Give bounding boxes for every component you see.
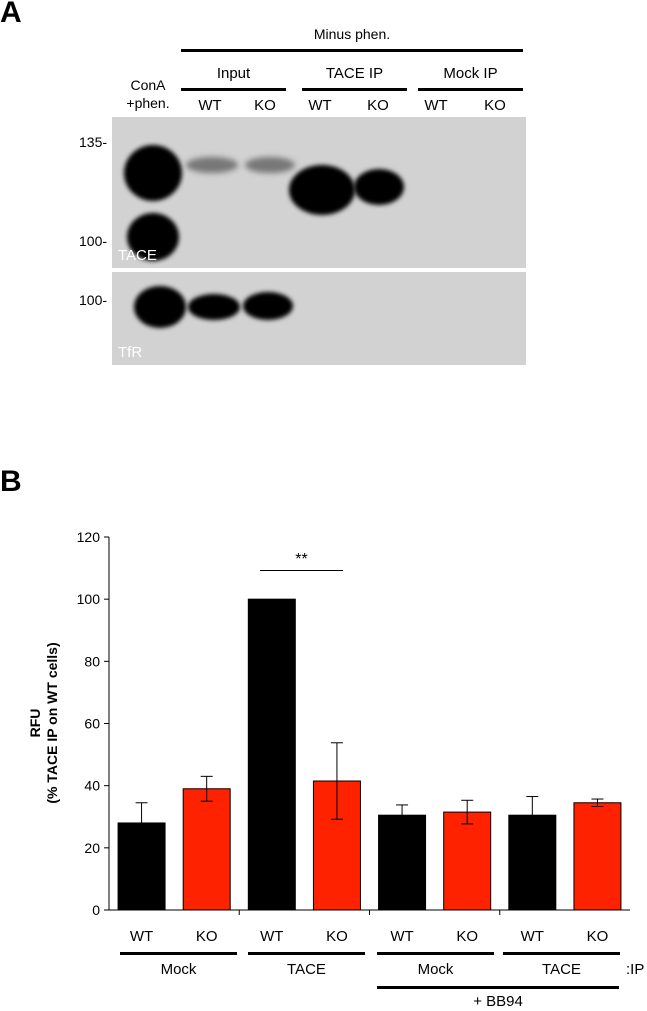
significance-line (260, 570, 343, 571)
band-tfr-input-ko (243, 292, 293, 320)
mw-marker-100-tfr: 100- (79, 292, 108, 308)
ip-suffix-label: :IP (626, 961, 645, 978)
group-line-mock-bb94 (377, 952, 494, 955)
lane-label: KO (254, 97, 276, 114)
group-tace-ip-line (302, 88, 407, 91)
band-input-wt (186, 157, 238, 173)
bar (573, 802, 622, 911)
band-input-ko (245, 157, 295, 173)
conA-label-line1: ConA (130, 77, 166, 93)
lane-label: KO (367, 97, 389, 114)
category-label: WT (130, 928, 153, 945)
category-label: WT (260, 928, 283, 945)
group-input-label: Input (216, 65, 251, 82)
panel-a-letter: A (0, 0, 22, 29)
bar (443, 811, 492, 911)
y-tick-label: 80 (84, 653, 100, 669)
band-conA-lower (127, 213, 179, 261)
category-label: KO (587, 928, 609, 945)
conA-label-line2: +phen. (126, 95, 170, 111)
group-tace-ip-label: TACE IP (325, 65, 384, 82)
tace-blot: TACE (112, 117, 526, 268)
band-tace-ip-ko (354, 169, 404, 205)
y-axis-label-line1: RFU (27, 708, 43, 738)
group-input-line (181, 88, 286, 91)
tace-blot-label: TACE (118, 247, 157, 264)
bar (378, 814, 427, 911)
y-tick-label: 120 (77, 529, 101, 545)
y-tick-label: 100 (77, 591, 101, 607)
category-label: WT (390, 928, 413, 945)
lane-label: WT (308, 97, 332, 114)
group-label-mock-bb94: Mock (417, 961, 454, 978)
band-conA-upper (124, 145, 182, 201)
significance-stars: ** (295, 551, 308, 568)
category-label: WT (521, 928, 544, 945)
lane-label: KO (484, 97, 506, 114)
group-line-tace-bb94 (503, 952, 620, 955)
tfr-blot-label: TfR (118, 344, 143, 361)
lane-label: WT (198, 97, 222, 114)
y-tick-label: 20 (84, 840, 100, 856)
lane-label: WT (424, 97, 448, 114)
bb94-line (377, 986, 619, 989)
mw-marker-100: 100- (79, 233, 108, 249)
group-mock-ip-label: Mock IP (443, 65, 498, 82)
minus-phen-line (181, 49, 523, 52)
group-label-mock: Mock (160, 961, 197, 978)
mw-marker-135: 135- (79, 134, 108, 150)
bar (247, 598, 296, 911)
y-axis-label-line2: (% TACE IP on WT cells) (44, 642, 60, 804)
band-tfr-conA (134, 286, 186, 328)
group-label-tace: TACE (287, 961, 326, 978)
category-label: KO (326, 928, 348, 945)
panel-b-letter: B (0, 465, 22, 498)
minus-phen-label: Minus phen. (313, 26, 391, 42)
band-tace-ip-wt (289, 165, 355, 215)
y-tick-label: 40 (84, 778, 100, 794)
category-label: KO (456, 928, 478, 945)
bar (182, 788, 231, 911)
bb94-label: + BB94 (473, 993, 523, 1010)
band-tfr-input-wt (188, 294, 240, 320)
group-line-tace (248, 952, 365, 955)
group-mock-ip-line (418, 88, 523, 91)
tfr-blot: TfR (112, 272, 526, 365)
y-tick-label: 0 (92, 902, 100, 918)
group-label-tace-bb94: TACE (542, 961, 581, 978)
category-label: KO (196, 928, 218, 945)
y-tick-label: 60 (84, 716, 100, 732)
group-line-mock (120, 952, 237, 955)
